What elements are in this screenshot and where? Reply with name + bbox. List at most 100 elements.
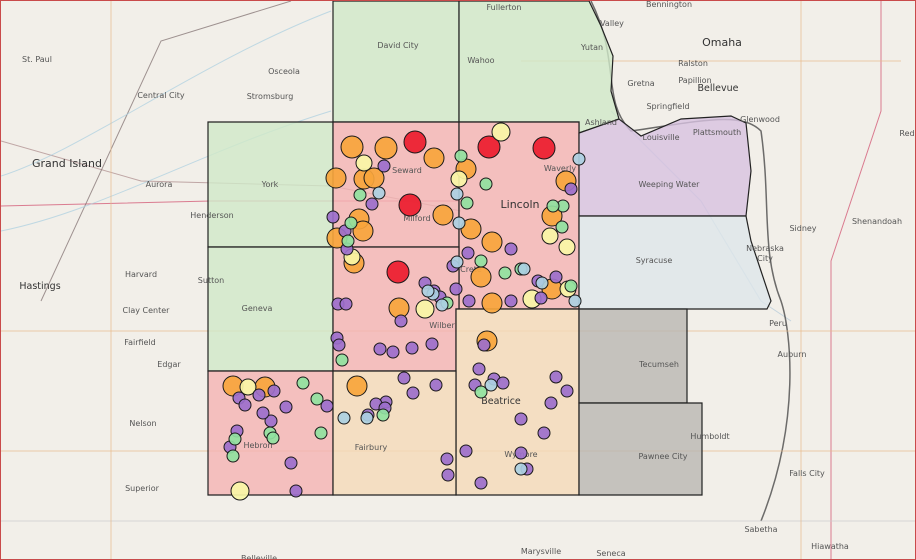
marker-lightblue[interactable] bbox=[514, 462, 528, 476]
marker-yellow[interactable] bbox=[230, 481, 250, 501]
marker-green[interactable] bbox=[555, 220, 569, 234]
region-saunders[interactable] bbox=[458, 1, 620, 134]
marker-lightblue[interactable] bbox=[435, 298, 449, 312]
marker-purple[interactable] bbox=[461, 246, 475, 260]
marker-lightblue[interactable] bbox=[535, 276, 549, 290]
marker-orange[interactable] bbox=[481, 231, 503, 253]
marker-green[interactable] bbox=[454, 149, 468, 163]
marker-purple[interactable] bbox=[560, 384, 574, 398]
marker-purple[interactable] bbox=[514, 412, 528, 426]
marker-orange[interactable] bbox=[363, 167, 385, 189]
marker-green[interactable] bbox=[335, 353, 349, 367]
marker-orange[interactable] bbox=[481, 292, 503, 314]
region-pawnee[interactable] bbox=[578, 402, 703, 496]
marker-purple[interactable] bbox=[462, 294, 476, 308]
marker-lightblue[interactable] bbox=[421, 284, 435, 298]
marker-purple[interactable] bbox=[326, 210, 340, 224]
marker-purple[interactable] bbox=[449, 282, 463, 296]
marker-lightblue[interactable] bbox=[572, 152, 586, 166]
marker-purple[interactable] bbox=[534, 291, 548, 305]
marker-purple[interactable] bbox=[320, 399, 334, 413]
marker-purple[interactable] bbox=[514, 446, 528, 460]
marker-yellow[interactable] bbox=[541, 227, 559, 245]
marker-orange[interactable] bbox=[423, 147, 445, 169]
marker-green[interactable] bbox=[266, 431, 280, 445]
marker-purple[interactable] bbox=[440, 452, 454, 466]
marker-purple[interactable] bbox=[405, 341, 419, 355]
marker-purple[interactable] bbox=[564, 182, 578, 196]
marker-purple[interactable] bbox=[496, 376, 510, 390]
marker-purple[interactable] bbox=[394, 314, 408, 328]
marker-orange[interactable] bbox=[346, 375, 368, 397]
marker-lightblue[interactable] bbox=[452, 216, 466, 230]
marker-green[interactable] bbox=[498, 266, 512, 280]
region-jefferson[interactable] bbox=[332, 370, 457, 496]
marker-green[interactable] bbox=[474, 254, 488, 268]
marker-orange[interactable] bbox=[432, 204, 454, 226]
marker-green[interactable] bbox=[376, 408, 390, 422]
marker-red[interactable] bbox=[403, 130, 427, 154]
marker-orange[interactable] bbox=[374, 136, 398, 160]
marker-purple[interactable] bbox=[549, 270, 563, 284]
marker-orange[interactable] bbox=[352, 220, 374, 242]
marker-purple[interactable] bbox=[549, 370, 563, 384]
region-butler[interactable] bbox=[332, 1, 460, 123]
marker-purple[interactable] bbox=[429, 378, 443, 392]
marker-purple[interactable] bbox=[256, 406, 270, 420]
marker-lightblue[interactable] bbox=[337, 411, 351, 425]
marker-green[interactable] bbox=[310, 392, 324, 406]
marker-green[interactable] bbox=[546, 199, 560, 213]
marker-lightblue[interactable] bbox=[450, 255, 464, 269]
marker-lightblue[interactable] bbox=[568, 294, 582, 308]
marker-purple[interactable] bbox=[406, 386, 420, 400]
marker-yellow[interactable] bbox=[239, 378, 257, 396]
marker-purple[interactable] bbox=[377, 159, 391, 173]
marker-purple[interactable] bbox=[289, 484, 303, 498]
region-johnson[interactable] bbox=[578, 308, 688, 404]
marker-purple[interactable] bbox=[332, 338, 346, 352]
marker-green[interactable] bbox=[353, 188, 367, 202]
marker-green[interactable] bbox=[474, 385, 488, 399]
marker-lightblue[interactable] bbox=[372, 186, 386, 200]
marker-green[interactable] bbox=[460, 196, 474, 210]
marker-purple[interactable] bbox=[537, 426, 551, 440]
marker-red[interactable] bbox=[398, 193, 422, 217]
marker-green[interactable] bbox=[341, 234, 355, 248]
marker-purple[interactable] bbox=[284, 456, 298, 470]
marker-purple[interactable] bbox=[472, 362, 486, 376]
marker-green[interactable] bbox=[479, 177, 493, 191]
marker-green[interactable] bbox=[344, 216, 358, 230]
marker-purple[interactable] bbox=[425, 337, 439, 351]
marker-yellow[interactable] bbox=[450, 170, 468, 188]
marker-red[interactable] bbox=[386, 260, 410, 284]
marker-purple[interactable] bbox=[397, 371, 411, 385]
marker-purple[interactable] bbox=[373, 342, 387, 356]
marker-red[interactable] bbox=[477, 135, 501, 159]
marker-green[interactable] bbox=[296, 376, 310, 390]
marker-green[interactable] bbox=[314, 426, 328, 440]
marker-lightblue[interactable] bbox=[484, 378, 498, 392]
marker-orange[interactable] bbox=[470, 266, 492, 288]
marker-purple[interactable] bbox=[252, 388, 266, 402]
marker-purple[interactable] bbox=[504, 242, 518, 256]
marker-purple[interactable] bbox=[504, 294, 518, 308]
marker-yellow[interactable] bbox=[415, 299, 435, 319]
marker-purple[interactable] bbox=[279, 400, 293, 414]
marker-green[interactable] bbox=[564, 279, 578, 293]
marker-purple[interactable] bbox=[477, 338, 491, 352]
marker-purple[interactable] bbox=[544, 396, 558, 410]
marker-purple[interactable] bbox=[339, 297, 353, 311]
marker-purple[interactable] bbox=[459, 444, 473, 458]
marker-purple[interactable] bbox=[386, 345, 400, 359]
marker-yellow[interactable] bbox=[355, 154, 373, 172]
marker-purple[interactable] bbox=[441, 468, 455, 482]
marker-orange[interactable] bbox=[340, 135, 364, 159]
marker-green[interactable] bbox=[228, 432, 242, 446]
marker-yellow[interactable] bbox=[491, 122, 511, 142]
marker-purple[interactable] bbox=[238, 398, 252, 412]
marker-red[interactable] bbox=[532, 136, 556, 160]
marker-purple[interactable] bbox=[474, 476, 488, 490]
marker-yellow[interactable] bbox=[558, 238, 576, 256]
